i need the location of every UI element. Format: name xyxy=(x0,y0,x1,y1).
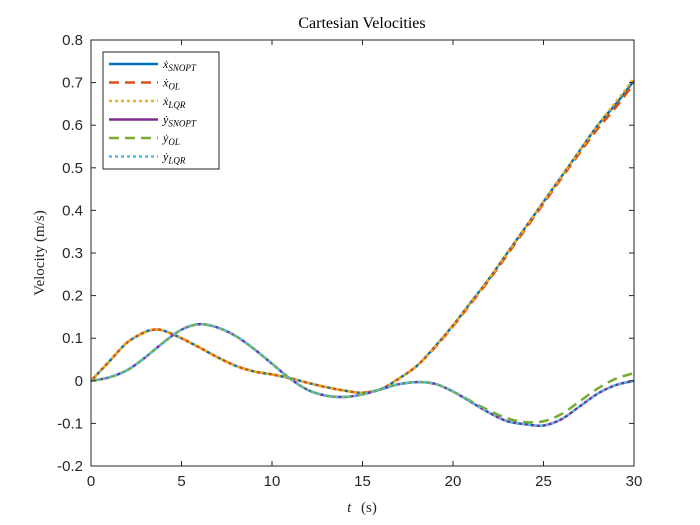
y-tick-label: -0.2 xyxy=(57,458,83,475)
x-tick-label: 25 xyxy=(535,473,552,490)
series-line-1 xyxy=(90,82,635,394)
legend-entry-subscript: LQR xyxy=(167,156,186,166)
x-tick-label: 30 xyxy=(626,473,643,490)
y-tick-label: 0.4 xyxy=(62,202,83,219)
legend-entry-subscript: OL xyxy=(168,82,180,92)
legend-entry-label: ẏSNOPT xyxy=(162,113,197,129)
y-tick-label: 0.7 xyxy=(62,75,83,92)
legend-entry-symbol: ẋ xyxy=(162,57,169,71)
series-line-5 xyxy=(90,322,635,428)
legend-entry-symbol: ẏ xyxy=(162,131,169,145)
series-layer xyxy=(90,77,635,428)
x-tick-label: 5 xyxy=(177,473,185,490)
legend-entry-symbol: ẋ xyxy=(162,94,169,108)
legend-entry-label: ẋOL xyxy=(162,76,180,92)
y-tick-label: 0 xyxy=(75,373,83,390)
legend-entry-label: ẋLQR xyxy=(162,94,186,110)
y-axis-label: Velocity (m/s) xyxy=(32,210,48,295)
legend-box xyxy=(102,51,220,170)
y-tick-label: 0.6 xyxy=(62,117,83,134)
y-tick-label: 0.8 xyxy=(62,32,83,49)
x-tick-label: 15 xyxy=(354,473,371,490)
x-axis: 0 5 10 15 20 25 30 xyxy=(87,40,643,490)
legend-entry-subscript: OL xyxy=(168,137,180,147)
legend-entry-subscript: SNOPT xyxy=(168,119,197,129)
legend-entry-symbol: ẋ xyxy=(162,76,169,90)
legend-entry-symbol: ẏ xyxy=(162,113,169,127)
y-tick-label: -0.1 xyxy=(57,415,83,432)
chart-title: Cartesian Velocities xyxy=(298,15,425,32)
x-tick-label: 0 xyxy=(87,473,95,490)
y-tick-label: 0.3 xyxy=(62,245,83,262)
legend-entry-symbol: ẏ xyxy=(162,150,169,164)
x-axis-label-var: t xyxy=(347,500,352,516)
y-tick-label: 0.1 xyxy=(62,330,83,347)
series-line-3 xyxy=(90,322,635,428)
legend-entry-subscript: LQR xyxy=(167,100,186,110)
y-axis: -0.2 -0.1 0 0.1 0.2 0.3 0.4 0.5 0.6 0.7 0.8 xyxy=(57,32,634,475)
legend-entry-label: ẏOL xyxy=(162,131,180,147)
x-axis-label: t (s) xyxy=(347,500,377,516)
legend-entry-label: ẏLQR xyxy=(162,150,186,166)
x-tick-label: 20 xyxy=(445,473,462,490)
legend-entry-label: ẋSNOPT xyxy=(162,57,197,73)
x-axis-label-unit: (s) xyxy=(361,500,377,516)
y-tick-label: 0.5 xyxy=(62,160,83,177)
series-line-4 xyxy=(90,322,635,424)
legend-entry-subscript: SNOPT xyxy=(168,63,197,73)
x-tick-label: 10 xyxy=(264,473,281,490)
y-tick-label: 0.2 xyxy=(62,288,83,305)
